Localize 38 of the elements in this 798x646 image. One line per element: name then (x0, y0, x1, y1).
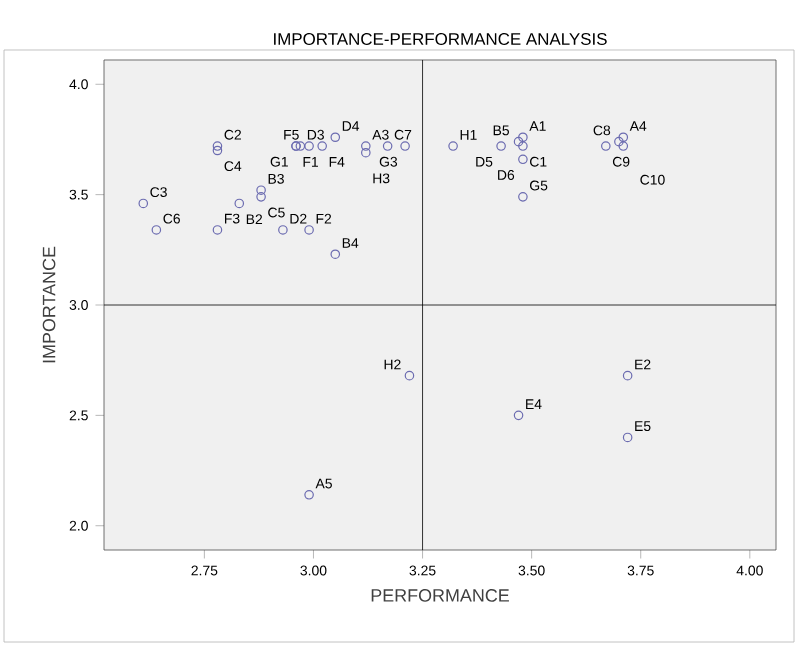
point (513, 136, 524, 147)
point (400, 141, 410, 151)
point (622, 432, 633, 443)
point (614, 136, 624, 147)
point (304, 141, 314, 151)
chart-title: IMPORTANCE-PERFORMANCE ANALYSIS (274, 33, 607, 45)
point (622, 370, 633, 381)
point (601, 141, 611, 151)
point (448, 141, 458, 151)
point (212, 145, 223, 156)
point (513, 410, 524, 421)
point (518, 132, 528, 143)
point (138, 198, 149, 209)
point (404, 370, 415, 381)
point (295, 141, 306, 151)
point (256, 185, 266, 196)
point (330, 132, 341, 143)
point (151, 225, 162, 235)
point (304, 490, 314, 500)
point (518, 192, 528, 202)
point (212, 141, 223, 151)
point (256, 192, 266, 202)
point (304, 225, 314, 235)
y-axis-title: IMPORTANCE (42, 246, 56, 363)
point (382, 141, 393, 151)
point (234, 198, 245, 209)
point (518, 141, 528, 151)
point (330, 249, 341, 260)
point (278, 225, 288, 235)
point (518, 154, 528, 165)
point (496, 141, 506, 151)
point (212, 225, 223, 235)
point (618, 132, 629, 143)
point (361, 141, 371, 151)
point (618, 141, 629, 151)
point (317, 141, 327, 151)
point (361, 147, 371, 158)
x-axis-title: PERFORMANCE (371, 589, 509, 602)
